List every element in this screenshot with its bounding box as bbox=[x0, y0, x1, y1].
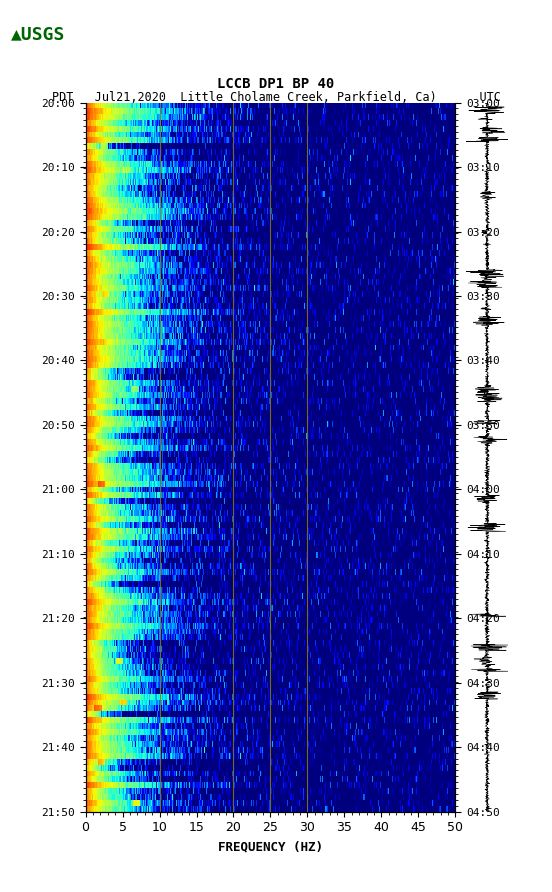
X-axis label: FREQUENCY (HZ): FREQUENCY (HZ) bbox=[218, 840, 323, 853]
Text: LCCB DP1 BP 40: LCCB DP1 BP 40 bbox=[217, 77, 335, 91]
Text: PDT   Jul21,2020  Little Cholame Creek, Parkfield, Ca)      UTC: PDT Jul21,2020 Little Cholame Creek, Par… bbox=[51, 91, 501, 103]
Text: ▲USGS: ▲USGS bbox=[11, 25, 66, 43]
